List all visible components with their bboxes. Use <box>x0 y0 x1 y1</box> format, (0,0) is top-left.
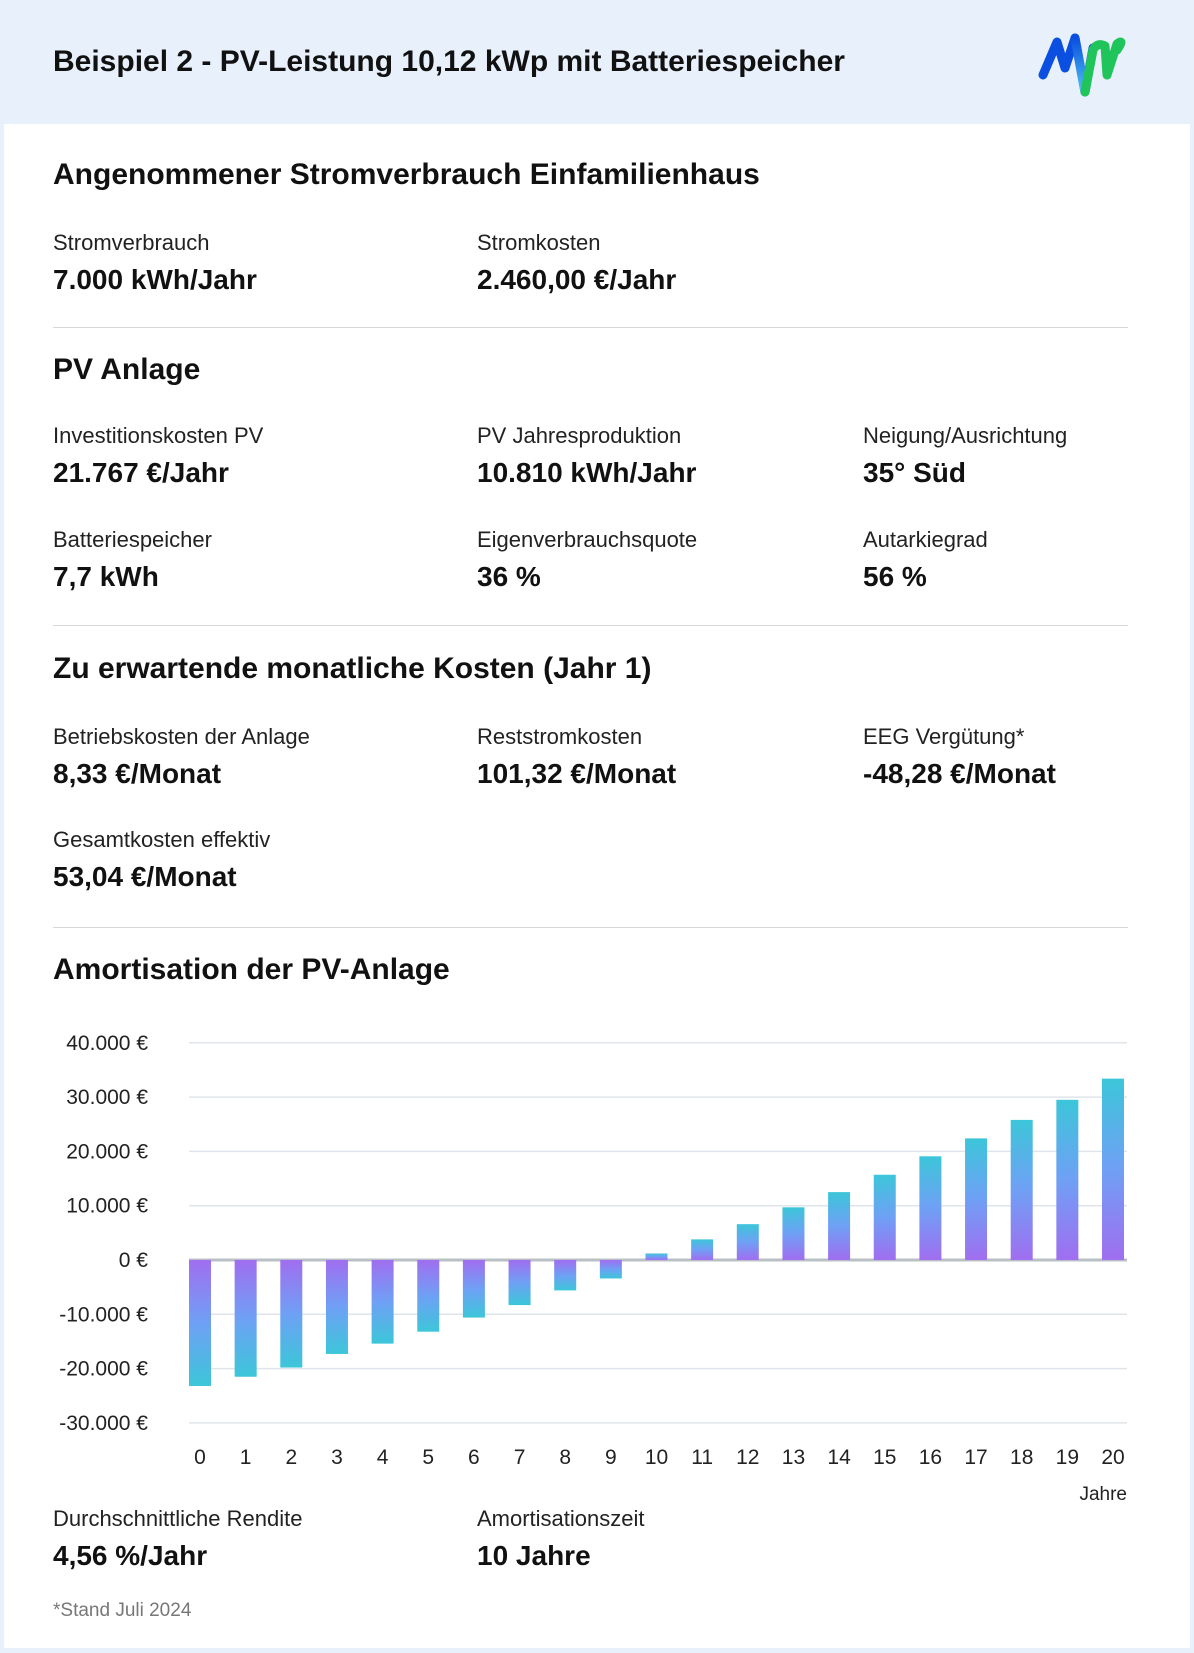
page-title: Beispiel 2 - PV-Leistung 10,12 kWp mit B… <box>53 45 845 78</box>
y-tick-label: 20.000 € <box>66 1140 148 1163</box>
divider <box>53 327 1128 328</box>
section-heading-costs: Zu erwartende monatliche Kosten (Jahr 1) <box>53 652 652 685</box>
divider <box>53 625 1128 626</box>
value-amortisationszeit: 10 Jahre <box>477 1540 591 1571</box>
value-eeg-verguetung: -48,28 €/Monat <box>863 758 1056 789</box>
x-tick-label: 2 <box>285 1446 297 1469</box>
divider <box>53 927 1128 928</box>
bar-year-18 <box>1010 1119 1033 1260</box>
label-amortisationszeit: Amortisationszeit <box>477 1506 645 1531</box>
x-tick-label: 8 <box>559 1446 571 1469</box>
bar-year-13 <box>782 1207 805 1260</box>
x-tick-label: 12 <box>736 1446 759 1469</box>
x-tick-label: 19 <box>1056 1446 1079 1469</box>
label-batteriespeicher: Batteriespeicher <box>53 527 212 552</box>
section-heading-pv: PV Anlage <box>53 353 201 386</box>
label-eeg-verguetung: EEG Vergütung* <box>863 724 1025 749</box>
label-jahresproduktion: PV Jahresproduktion <box>477 423 682 448</box>
y-tick-label: 10.000 € <box>66 1195 148 1218</box>
section-heading-amortisation: Amortisation der PV-Anlage <box>53 953 450 986</box>
x-tick-label: 9 <box>605 1446 617 1469</box>
bar-year-3 <box>325 1260 348 1354</box>
x-tick-label: 3 <box>331 1446 343 1469</box>
x-tick-label: 17 <box>964 1446 987 1469</box>
label-eigenverbrauchsquote: Eigenverbrauchsquote <box>477 527 698 552</box>
x-tick-label: 0 <box>194 1446 206 1469</box>
y-tick-label: 30.000 € <box>66 1086 148 1109</box>
value-stromkosten: 2.460,00 €/Jahr <box>477 264 677 295</box>
bar-year-0 <box>189 1260 211 1386</box>
x-tick-label: 6 <box>468 1446 480 1469</box>
x-tick-label: 4 <box>377 1446 389 1469</box>
value-investitionskosten: 21.767 €/Jahr <box>53 457 229 488</box>
bar-year-17 <box>965 1138 988 1260</box>
x-tick-label: 14 <box>827 1446 851 1469</box>
x-tick-label: 1 <box>240 1446 252 1469</box>
bar-year-5 <box>417 1260 440 1332</box>
x-tick-label: 11 <box>691 1446 713 1469</box>
bar-year-15 <box>873 1174 896 1260</box>
label-betriebskosten: Betriebskosten der Anlage <box>53 724 310 749</box>
y-tick-label: -20.000 € <box>59 1358 148 1381</box>
value-neigung: 35° Süd <box>863 457 967 488</box>
bar-year-1 <box>234 1260 257 1377</box>
value-stromverbrauch: 7.000 kWh/Jahr <box>53 264 257 295</box>
value-gesamtkosten: 53,04 €/Monat <box>53 861 237 892</box>
label-stromverbrauch: Stromverbrauch <box>53 230 210 255</box>
label-investitionskosten: Investitionskosten PV <box>53 423 264 448</box>
bar-year-7 <box>508 1260 531 1306</box>
value-rendite: 4,56 %/Jahr <box>53 1540 208 1571</box>
x-tick-label: 10 <box>645 1446 668 1469</box>
bar-year-12 <box>736 1224 759 1260</box>
bar-year-2 <box>280 1260 303 1368</box>
bar-year-8 <box>554 1260 577 1291</box>
mvv-logo-icon <box>1038 33 1126 97</box>
x-axis-label: Jahre <box>1079 1484 1127 1505</box>
label-rendite: Durchschnittliche Rendite <box>53 1506 303 1531</box>
bar-year-9 <box>599 1260 622 1279</box>
value-jahresproduktion: 10.810 kWh/Jahr <box>477 457 697 488</box>
bar-year-11 <box>691 1239 714 1260</box>
bar-year-4 <box>371 1260 394 1344</box>
bar-year-6 <box>462 1260 485 1318</box>
bar-year-19 <box>1056 1099 1079 1260</box>
y-tick-label: 0 € <box>119 1249 149 1272</box>
label-autarkiegrad: Autarkiegrad <box>863 527 988 552</box>
value-eigenverbrauchsquote: 36 % <box>477 561 541 592</box>
y-tick-label: 40.000 € <box>66 1032 148 1055</box>
x-tick-label: 7 <box>514 1446 526 1469</box>
x-tick-label: 15 <box>873 1446 896 1469</box>
bar-year-10 <box>645 1253 668 1260</box>
bar-year-14 <box>828 1192 851 1260</box>
label-reststromkosten: Reststromkosten <box>477 724 643 749</box>
value-autarkiegrad: 56 % <box>863 561 927 592</box>
x-tick-label: 18 <box>1010 1446 1033 1469</box>
content-card <box>4 124 1190 1648</box>
value-batteriespeicher: 7,7 kWh <box>53 561 159 592</box>
footnote: *Stand Juli 2024 <box>53 1600 192 1621</box>
x-tick-label: 16 <box>919 1446 942 1469</box>
label-gesamtkosten: Gesamtkosten effektiv <box>53 827 271 852</box>
y-tick-label: -10.000 € <box>59 1303 148 1326</box>
y-tick-label: -30.000 € <box>59 1412 148 1435</box>
bar-year-16 <box>919 1156 942 1260</box>
section-heading-consumption: Angenommener Stromverbrauch Einfamilienh… <box>53 158 760 191</box>
x-tick-label: 5 <box>422 1446 434 1469</box>
bar-year-20 <box>1102 1078 1124 1260</box>
value-betriebskosten: 8,33 €/Monat <box>53 758 222 789</box>
x-tick-label: 13 <box>782 1446 805 1469</box>
x-tick-label: 20 <box>1101 1446 1124 1469</box>
label-neigung: Neigung/Ausrichtung <box>863 423 1068 448</box>
label-stromkosten: Stromkosten <box>477 230 601 255</box>
value-reststromkosten: 101,32 €/Monat <box>477 758 677 789</box>
